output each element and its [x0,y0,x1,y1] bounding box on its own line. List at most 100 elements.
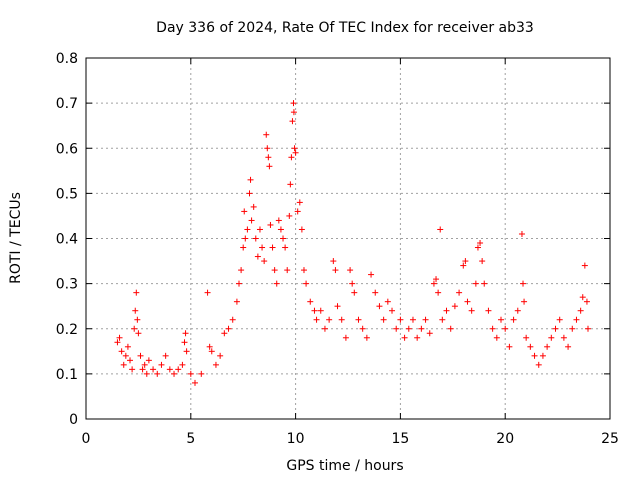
x-tick-label: 5 [186,431,195,447]
data-point [263,131,270,138]
data-point [313,316,320,323]
data-point [240,244,247,251]
data-point [520,280,527,287]
data-point [380,316,387,323]
data-point [577,307,584,314]
data-point [342,334,349,341]
data-point [129,366,136,373]
y-tick-label: 0.4 [56,232,78,248]
y-tick-label: 0 [69,412,78,428]
axis-ticks [85,57,611,420]
data-point [514,307,521,314]
data-point [238,267,245,274]
x-tick-labels: 0 5 10 15 20 25 [82,431,619,447]
y-tick-label: 0.8 [56,51,78,67]
data-point [289,118,296,125]
data-point [372,289,379,296]
data-point [208,348,215,355]
data-point [569,325,576,332]
data-point [122,352,129,359]
data-point [397,316,404,323]
data-point [143,370,150,377]
data-point [204,289,211,296]
data-point [481,280,488,287]
data-point [217,352,224,359]
data-point [479,258,486,265]
data-point [535,361,542,368]
data-point [265,154,272,161]
data-point [116,334,123,341]
data-point [292,149,299,156]
data-point [150,366,157,373]
data-point [298,226,305,233]
data-point [187,370,194,377]
data-point [267,221,274,228]
data-point [581,262,588,269]
data-point [510,316,517,323]
data-point [229,316,236,323]
data-point [236,280,243,287]
data-point [296,199,303,206]
chart-title: Day 336 of 2024, Rate Of TEC Index for r… [156,20,534,36]
x-tick-label: 0 [82,431,91,447]
grid-lines [86,58,610,419]
data-point [277,226,284,233]
data-point [573,316,580,323]
data-point [307,298,314,305]
data-point [162,352,169,359]
data-point [198,370,205,377]
data-point [462,258,469,265]
data-point [139,366,146,373]
data-point [552,325,559,332]
data-point [435,289,442,296]
data-point [141,361,148,368]
data-point [244,226,251,233]
data-point [349,280,356,287]
y-tick-label: 0.1 [56,367,78,383]
data-point [183,348,190,355]
data-point [294,208,301,215]
data-point [247,176,254,183]
data-point [363,334,370,341]
data-point [477,240,484,247]
data-point [544,343,551,350]
data-point [287,181,294,188]
data-point [269,244,276,251]
data-point [280,235,287,242]
data-point [518,230,525,237]
data-point [273,280,280,287]
data-point [166,366,173,373]
data-point [264,145,271,152]
data-point [171,370,178,377]
data-point [254,253,261,260]
data-point [145,357,152,364]
data-point [464,298,471,305]
data-point [447,325,454,332]
data-point [182,330,189,337]
data-point [579,294,586,301]
data-point [332,267,339,274]
data-point [422,316,429,323]
data-point [133,289,140,296]
data-point [451,303,458,310]
data-point [334,303,341,310]
y-axis-label: ROTI / TECUs [8,192,24,284]
data-point [271,267,278,274]
data-point [583,298,590,305]
data-point [330,258,337,265]
data-point [311,307,318,314]
y-tick-label: 0.6 [56,141,78,157]
data-point [206,343,213,350]
data-point [179,361,186,368]
data-point [291,145,298,152]
data-point [468,307,475,314]
y-tick-label: 0.5 [56,186,78,202]
data-point [393,325,400,332]
data-point [548,334,555,341]
data-point [584,325,591,332]
data-point [131,325,138,332]
data-point [565,343,572,350]
data-point [556,316,563,323]
data-point [124,343,131,350]
